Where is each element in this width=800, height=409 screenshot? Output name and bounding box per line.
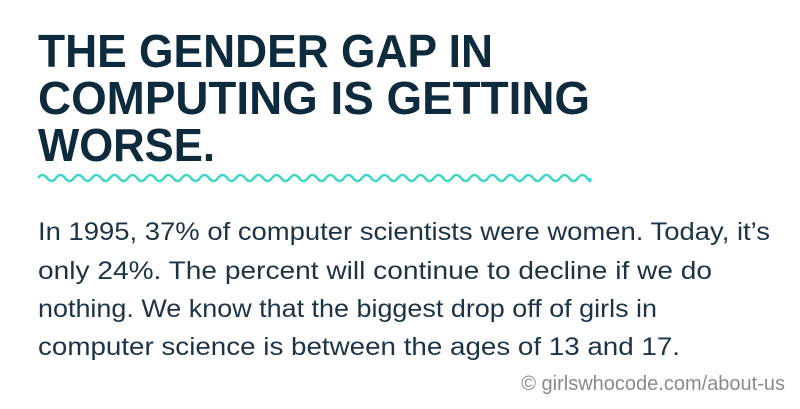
wavy-underline — [37, 173, 592, 183]
heading-line: COMPUTING IS GETTING — [38, 72, 590, 124]
heading-line: THE GENDER GAP IN — [38, 25, 493, 77]
body-line: computer science is between the ages of … — [38, 333, 680, 361]
body-line: In 1995, 37% of computer scientists were… — [38, 218, 770, 246]
body-line: nothing. We know that the biggest drop o… — [38, 295, 657, 323]
body-line: only 24%. The percent will continue to d… — [38, 257, 712, 285]
credit: © girlswhocode.com/about-us — [521, 373, 785, 395]
heading-line: WORSE. — [38, 119, 215, 171]
